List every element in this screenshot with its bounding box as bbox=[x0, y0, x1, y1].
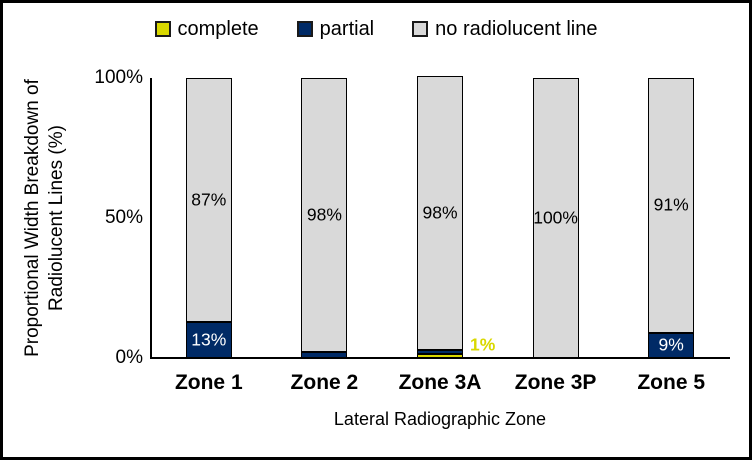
y-tick-label: 0% bbox=[115, 347, 143, 368]
bar-segment-no-radiolucent-line bbox=[532, 78, 579, 358]
legend-label: no radiolucent line bbox=[435, 18, 598, 40]
legend-swatch-icon bbox=[154, 21, 171, 37]
data-label-no-radiolucent-line: 98% bbox=[306, 204, 342, 225]
x-axis-title: Lateral Radiographic Zone bbox=[333, 409, 547, 429]
data-label-no-radiolucent-line: 98% bbox=[422, 202, 458, 223]
y-axis-title-line2: Radiolucent Lines (%) bbox=[46, 125, 67, 311]
bar-segment-partial bbox=[185, 321, 232, 358]
legend-swatch-icon bbox=[296, 21, 313, 37]
x-category-label: Zone 3P bbox=[514, 371, 597, 394]
legend-label: partial bbox=[319, 18, 375, 40]
data-label-partial: 9% bbox=[658, 334, 684, 355]
data-label-no-radiolucent-line: 100% bbox=[533, 207, 578, 228]
legend-label: complete bbox=[177, 18, 259, 40]
bar-segment-no-radiolucent-line bbox=[417, 75, 463, 350]
x-category-label: Zone 5 bbox=[637, 371, 706, 394]
legend-item-no-radiolucent-line: no radiolucent line bbox=[412, 19, 597, 39]
x-category-label: Zone 2 bbox=[290, 371, 359, 394]
y-tick-label: 50% bbox=[104, 207, 143, 228]
bar-segment-partial bbox=[417, 350, 463, 354]
bar-segment-no-radiolucent-line bbox=[185, 78, 232, 322]
bar-segment-partial bbox=[648, 332, 695, 358]
bar-segment-partial bbox=[301, 352, 348, 358]
legend-item-partial: partial bbox=[296, 18, 375, 40]
data-label-complete: 1% bbox=[470, 334, 496, 355]
bar-segment-no-radiolucent-line bbox=[648, 78, 695, 333]
legend: complete partial no radiolucent line bbox=[3, 19, 749, 39]
data-label-no-radiolucent-line: 87% bbox=[191, 189, 227, 210]
legend-item-complete: complete bbox=[154, 18, 259, 40]
bar-segment-no-radiolucent-line bbox=[301, 78, 348, 353]
legend-swatch-icon bbox=[412, 21, 429, 37]
x-category-label: Zone 1 bbox=[174, 371, 243, 394]
y-tick-label: 100% bbox=[94, 67, 143, 88]
y-axis-title: Proportional Width Breakdown of Radioluc… bbox=[21, 58, 69, 378]
x-axis-line bbox=[150, 357, 730, 359]
y-axis-title-line1: Proportional Width Breakdown of bbox=[22, 79, 43, 357]
data-label-partial: 13% bbox=[191, 329, 227, 350]
x-category-label: Zone 3A bbox=[398, 371, 482, 394]
y-axis-line bbox=[150, 78, 152, 359]
bar-segment-complete bbox=[417, 354, 463, 358]
data-label-no-radiolucent-line: 91% bbox=[653, 194, 689, 215]
